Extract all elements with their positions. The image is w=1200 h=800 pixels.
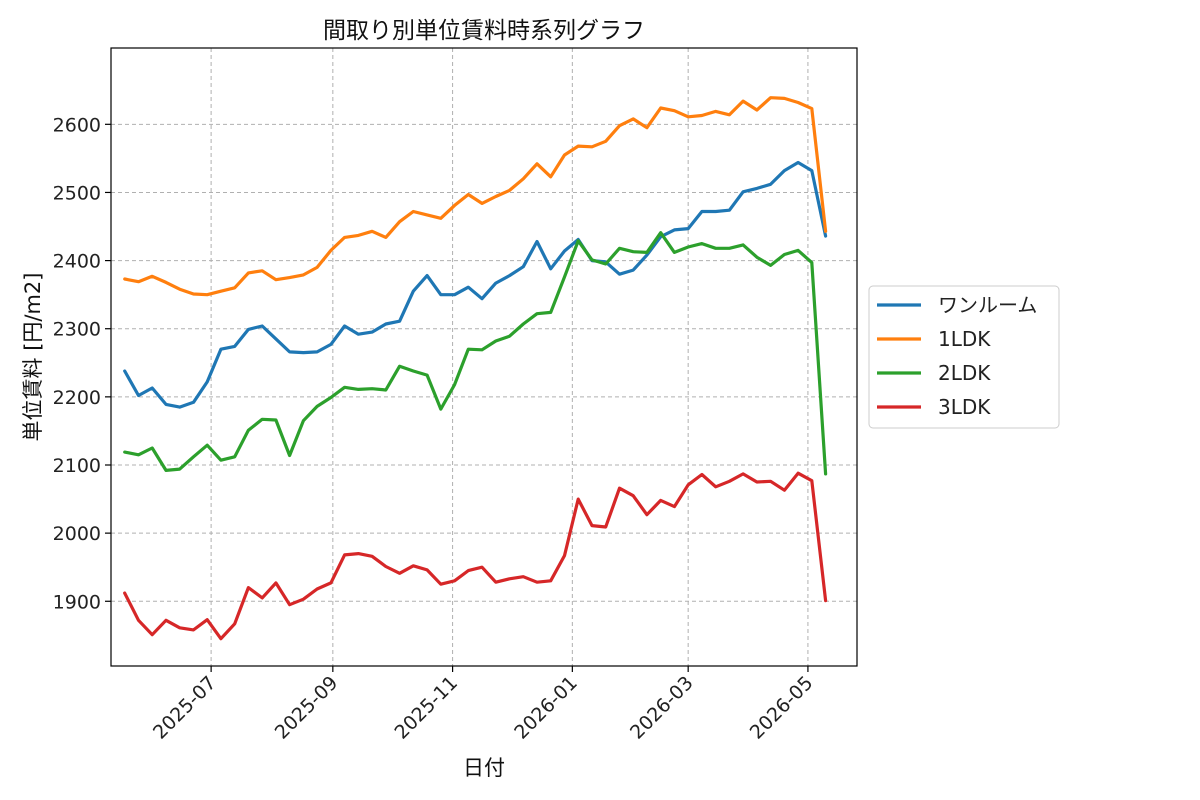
y-tick-label: 2500 (53, 182, 101, 204)
series-line-ワンルーム (123, 160, 828, 409)
y-tick-label: 2600 (53, 114, 101, 136)
x-tick-label: 2025-09 (271, 672, 343, 744)
y-tick-label: 1900 (53, 591, 101, 613)
x-tick-label: 2026-01 (510, 672, 582, 744)
legend-label: 3LDK (938, 395, 991, 419)
x-tick-label: 2026-05 (746, 672, 818, 744)
y-tick-label: 2200 (53, 387, 101, 409)
x-tick-label: 2025-11 (390, 672, 462, 744)
legend-label: ワンルーム (938, 293, 1037, 317)
series-line-3LDK (123, 471, 828, 641)
y-tick-label: 2300 (53, 319, 101, 341)
legend-label: 2LDK (938, 361, 991, 385)
series-line-1LDK (123, 96, 828, 297)
series-line-2LDK (123, 231, 828, 476)
x-tick-label: 2026-03 (626, 672, 698, 744)
y-tick-label: 2000 (53, 523, 101, 545)
legend-label: 1LDK (938, 327, 991, 351)
legend: ワンルーム 1LDK 2LDK 3LDK (868, 285, 1060, 429)
series-lines (123, 96, 828, 641)
grid-lines (111, 48, 857, 666)
y-axis-label: 単位賃料 [円/m2] (21, 273, 45, 442)
axis-ticks: 1900 2000 2100 2200 2300 2400 2500 2600 2025-07 2… (53, 114, 818, 743)
x-tick-label: 2025-07 (149, 672, 221, 744)
y-tick-label: 2400 (53, 251, 101, 273)
chart-title: 間取り別単位賃料時系列グラフ (323, 18, 645, 44)
y-tick-label: 2100 (53, 455, 101, 477)
x-axis-label: 日付 (463, 756, 505, 780)
legend-box (868, 285, 1060, 429)
plot-frame (110, 47, 858, 667)
